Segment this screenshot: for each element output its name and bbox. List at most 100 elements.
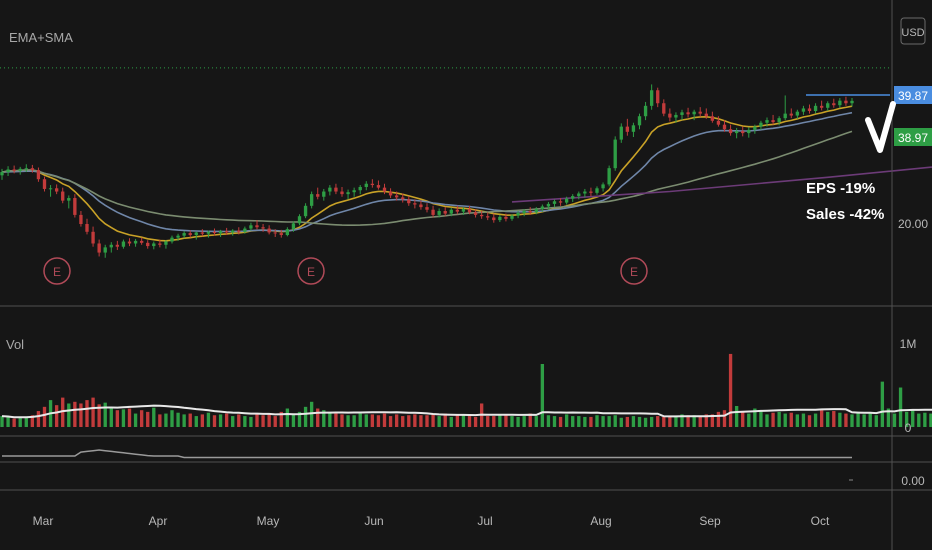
candle-body <box>303 205 308 217</box>
volume-bar <box>826 411 830 427</box>
volume-bar <box>425 415 429 427</box>
candle-body <box>340 191 344 195</box>
volume-tick-label: 0 <box>905 421 912 435</box>
candle-body <box>394 195 399 198</box>
volume-bar <box>461 415 466 427</box>
volume-bar <box>844 413 848 427</box>
candlesticks <box>0 84 854 258</box>
candle-body <box>747 129 751 134</box>
candle-body <box>164 241 168 245</box>
candle-body <box>722 124 727 130</box>
volume-bar <box>212 415 217 427</box>
currency-button[interactable] <box>900 17 926 45</box>
candle-body <box>759 122 763 127</box>
volume-bar <box>886 408 891 427</box>
last-price-tag <box>894 128 932 146</box>
volume-bar <box>741 411 745 427</box>
candle-body <box>267 228 271 233</box>
time-tick-label: Mar <box>33 514 54 528</box>
volume-pane[interactable] <box>0 353 932 427</box>
volume-bar <box>24 416 28 427</box>
ma-line-ema21 <box>1 111 853 233</box>
volume-bar <box>734 406 739 427</box>
volume-bar <box>759 411 763 427</box>
volume-bar <box>771 412 775 427</box>
volume-bar <box>868 413 872 427</box>
volume-bar <box>838 412 842 427</box>
candle-body <box>583 191 587 194</box>
volume-bar <box>607 416 611 427</box>
volume-bar <box>340 414 344 427</box>
candle-body <box>158 243 162 245</box>
candle-body <box>152 243 156 247</box>
volume-bar <box>358 413 362 427</box>
indicator-pane[interactable] <box>2 449 853 481</box>
candle-body <box>516 212 520 216</box>
earnings-marker[interactable] <box>297 257 325 285</box>
volume-bar <box>516 416 520 427</box>
candle-body <box>479 214 484 217</box>
volume-bar <box>218 414 223 427</box>
volume-bar <box>862 414 866 427</box>
candle-body <box>832 103 836 106</box>
chart-title: EMA+SMA <box>9 30 73 45</box>
volume-bar <box>243 416 247 427</box>
candle-body <box>753 126 757 130</box>
candle-body <box>795 111 800 116</box>
volume-bar <box>777 411 781 427</box>
volume-bar <box>6 416 10 427</box>
candle-body <box>522 211 526 213</box>
candle-body <box>218 231 223 234</box>
volume-bar <box>892 413 897 427</box>
candle-body <box>243 228 247 232</box>
indicator-axis-ticks: 0.00 <box>901 474 925 488</box>
candle-body <box>425 207 429 210</box>
candle-body <box>54 188 59 192</box>
candle-body <box>346 192 350 195</box>
candle-body <box>431 209 435 215</box>
volume-bar <box>279 411 283 427</box>
volume-bar <box>880 381 885 427</box>
time-tick-label: Apr <box>149 514 168 528</box>
volume-bar <box>522 416 526 427</box>
earnings-marker[interactable] <box>620 257 648 285</box>
volume-bar <box>42 406 47 427</box>
candle-body <box>401 197 405 200</box>
volume-bar <box>649 416 654 427</box>
candle-body <box>467 209 472 213</box>
candle-body <box>36 170 41 180</box>
volume-bar <box>273 416 277 427</box>
volume-bar <box>224 413 229 427</box>
candle-body <box>407 199 411 204</box>
indicator-tick-label: 0.00 <box>901 474 925 488</box>
candle-body <box>819 105 824 108</box>
candle-body <box>637 116 642 126</box>
volume-bar <box>370 414 375 427</box>
volume-bar <box>249 416 253 427</box>
eps-annotation: EPS -19% <box>806 180 875 197</box>
volume-bar <box>431 413 435 427</box>
volume-bar <box>473 416 478 427</box>
volume-bar <box>382 413 387 427</box>
candle-body <box>692 111 696 115</box>
volume-bar <box>577 416 581 427</box>
volume-bar <box>637 416 642 427</box>
volume-bar <box>194 416 198 427</box>
volume-bar <box>437 416 441 427</box>
time-tick-label: Aug <box>590 514 611 528</box>
time-axis-ticks: Mar Apr May Jun Jul Aug Sep Oct <box>33 514 830 528</box>
earnings-marker-label: E <box>53 265 61 279</box>
volume-bar <box>613 415 617 427</box>
candle-body <box>492 217 496 221</box>
candle-body <box>255 225 259 228</box>
volume-bar <box>656 416 660 427</box>
volume-bar <box>18 417 22 427</box>
candle-body <box>297 216 302 224</box>
volume-bar <box>91 397 95 427</box>
candle-body <box>498 216 502 221</box>
volume-bar <box>917 413 921 427</box>
volume-bar <box>443 413 447 427</box>
earnings-marker[interactable] <box>43 257 71 285</box>
